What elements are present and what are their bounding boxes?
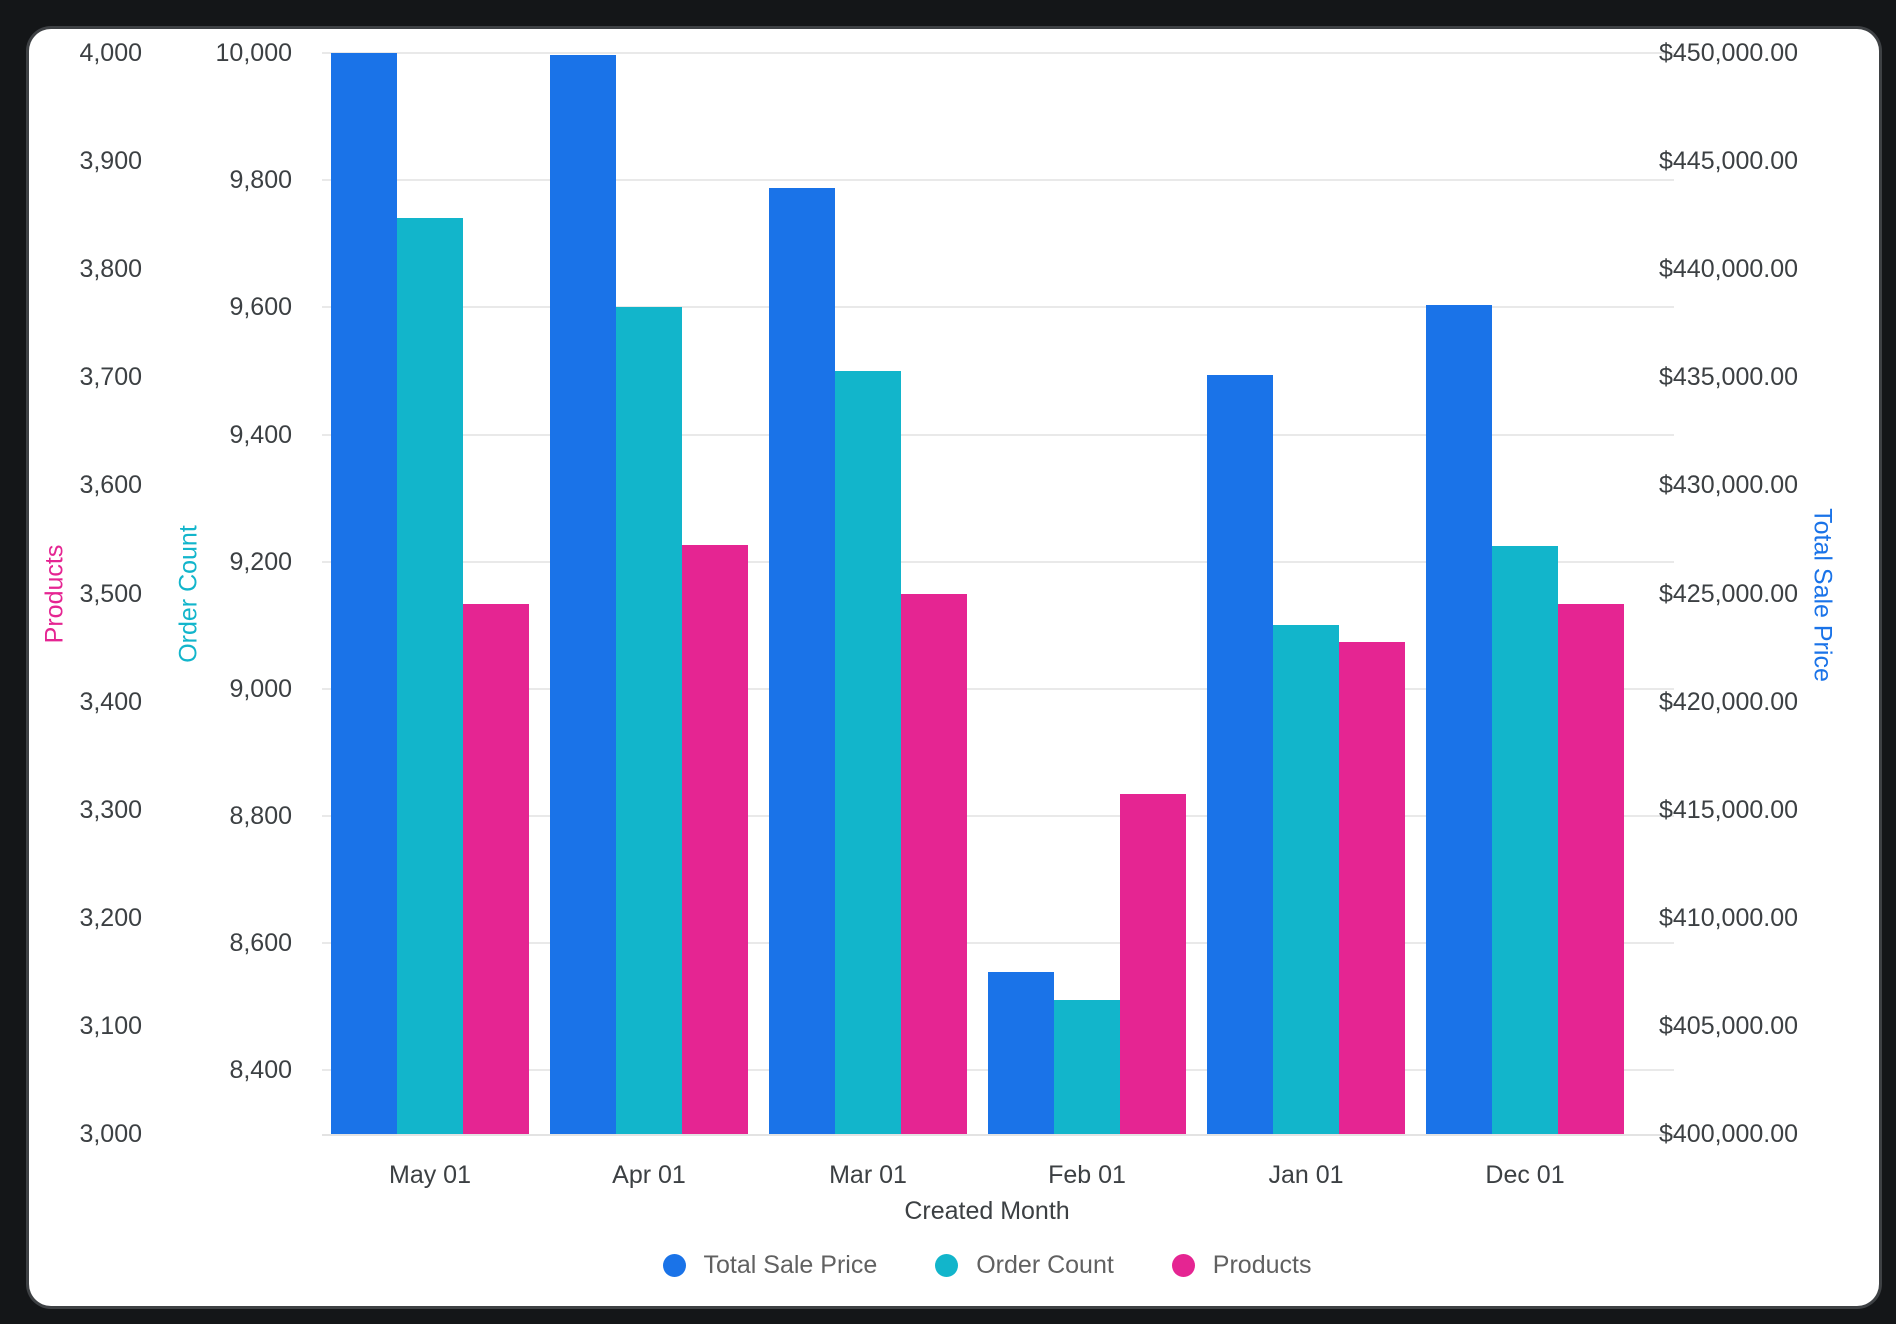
- gridline: [322, 433, 1674, 436]
- legend-label: Order Count: [976, 1251, 1114, 1279]
- legend-swatch-icon: [662, 1254, 686, 1277]
- products-axis-tick-label: 3,000: [79, 1120, 142, 1148]
- x-axis-tick-label: May 01: [389, 1161, 471, 1189]
- x-axis-tick-label: Dec 01: [1485, 1161, 1565, 1189]
- order-axis-tick-label: 9,400: [229, 420, 292, 449]
- price-axis-tick-label: $430,000.00: [1659, 471, 1799, 500]
- products-axis-tick-label: 3,800: [79, 255, 142, 284]
- gridline: [322, 560, 1674, 563]
- products-axis-tick-label: 3,700: [79, 363, 142, 392]
- legend-item-total-sale-price[interactable]: Total Sale Price: [662, 1251, 878, 1280]
- legend: Total Sale Price Order Count Products: [330, 1251, 1644, 1280]
- products-axis-tick-label: 4,000: [79, 39, 142, 67]
- bar-order-count[interactable]: [1054, 1000, 1120, 1134]
- x-axis-title: Created Month: [904, 1197, 1070, 1225]
- bar-products[interactable]: [1120, 793, 1186, 1134]
- total-sale-price-axis-title: Total Sale Price: [1808, 508, 1837, 682]
- legend-swatch-icon: [935, 1254, 959, 1277]
- products-axis-tick-label: 3,200: [79, 903, 142, 932]
- bar-products[interactable]: [901, 593, 967, 1134]
- chart-card: Products Order Count Total Sale Price Cr…: [29, 29, 1879, 1306]
- gridline: [322, 306, 1674, 309]
- gridline: [322, 942, 1674, 945]
- bar-total-sale-price[interactable]: [769, 188, 835, 1134]
- price-axis-tick-label: $410,000.00: [1659, 903, 1799, 932]
- bar-total-sale-price[interactable]: [1207, 375, 1273, 1134]
- order-axis-tick-label: 8,400: [229, 1056, 292, 1085]
- order-axis-tick-label: 9,600: [229, 293, 292, 322]
- products-axis-tick-label: 3,500: [79, 579, 142, 608]
- order-axis-tick-label: 8,600: [229, 929, 292, 958]
- price-axis-tick-label: $440,000.00: [1659, 255, 1799, 284]
- gridline: [322, 179, 1674, 182]
- products-axis-tick-label: 3,400: [79, 687, 142, 716]
- legend-label: Products: [1212, 1251, 1312, 1279]
- price-axis-tick-label: $400,000.00: [1659, 1120, 1799, 1148]
- order-axis-tick-label: 9,000: [229, 674, 292, 703]
- price-axis-tick-label: $405,000.00: [1659, 1011, 1799, 1040]
- gridline: [322, 815, 1674, 818]
- bar-order-count[interactable]: [1492, 545, 1558, 1134]
- price-axis-tick-label: $415,000.00: [1659, 795, 1799, 824]
- x-axis-tick-label: Mar 01: [829, 1161, 907, 1189]
- x-axis-tick-label: Jan 01: [1268, 1161, 1344, 1189]
- order-axis-tick-label: 10,000: [215, 39, 292, 67]
- legend-swatch-icon: [1171, 1254, 1195, 1277]
- gridline: [322, 52, 1674, 54]
- bar-total-sale-price[interactable]: [988, 971, 1054, 1134]
- price-axis-tick-label: $425,000.00: [1659, 579, 1799, 608]
- price-axis-tick-label: $420,000.00: [1659, 687, 1799, 716]
- bar-total-sale-price[interactable]: [331, 53, 397, 1134]
- bar-total-sale-price[interactable]: [550, 55, 616, 1134]
- gridline: [322, 687, 1674, 690]
- order-axis-tick-label: 9,800: [229, 166, 292, 195]
- products-axis-tick-label: 3,600: [79, 471, 142, 500]
- bar-products[interactable]: [1339, 642, 1405, 1134]
- x-axis-tick-label: Feb 01: [1048, 1161, 1126, 1189]
- bar-products[interactable]: [1558, 604, 1624, 1134]
- bar-order-count[interactable]: [835, 370, 901, 1134]
- bar-order-count[interactable]: [1273, 625, 1339, 1134]
- bar-total-sale-price[interactable]: [1426, 304, 1492, 1134]
- products-axis-tick-label: 3,300: [79, 795, 142, 824]
- legend-item-products[interactable]: Products: [1171, 1251, 1312, 1280]
- price-axis-tick-label: $435,000.00: [1659, 363, 1799, 392]
- products-axis-tick-label: 3,900: [79, 147, 142, 176]
- plot-area: [322, 52, 1674, 1136]
- x-axis-tick-label: Apr 01: [612, 1161, 686, 1189]
- order-axis-tick-label: 9,200: [229, 547, 292, 576]
- x-axis-line: [322, 1134, 1674, 1136]
- bar-products[interactable]: [463, 604, 529, 1134]
- products-axis-tick-label: 3,100: [79, 1011, 142, 1040]
- legend-label: Total Sale Price: [703, 1251, 878, 1279]
- order-axis-tick-label: 8,800: [229, 802, 292, 831]
- bar-products[interactable]: [682, 544, 748, 1134]
- bar-order-count[interactable]: [616, 307, 682, 1134]
- legend-item-order-count[interactable]: Order Count: [935, 1251, 1114, 1280]
- bar-order-count[interactable]: [397, 218, 463, 1134]
- price-axis-tick-label: $450,000.00: [1659, 39, 1799, 67]
- price-axis-tick-label: $445,000.00: [1659, 147, 1799, 176]
